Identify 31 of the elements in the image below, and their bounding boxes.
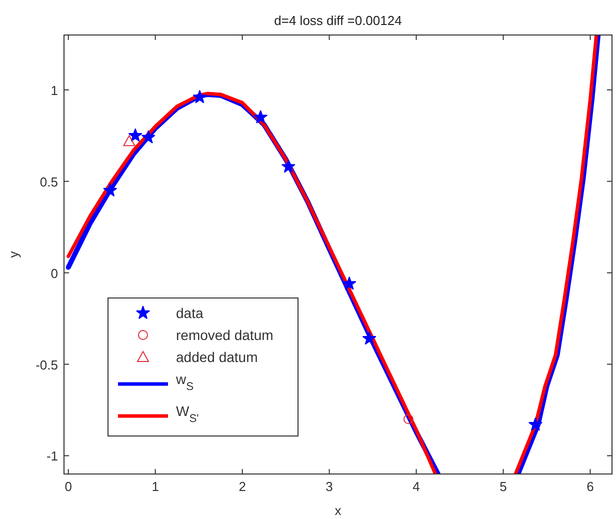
legend-label: w$_{S}$ [175,371,194,393]
point [528,418,542,430]
x-tick-label: 3 [326,479,333,494]
point [403,414,414,424]
legend-label: added datum [176,349,258,365]
y-tick-label: 0 [50,266,58,281]
x-tick-label: 5 [500,479,507,494]
legend-label: removed datum [176,327,274,343]
x-tick-label: 4 [412,479,420,494]
point [123,135,136,146]
point [254,110,268,124]
chart-title: d=4 loss diff =0.00124 [274,13,402,28]
y-tick-label: 1 [50,82,58,98]
y-tick-label: 0.5 [40,174,58,190]
x-tick-label: 0 [64,479,72,494]
x-tick-label: 1 [152,479,159,494]
point [282,160,296,173]
point [142,130,156,144]
y-tick-label: -1 [46,448,58,464]
point [103,183,117,196]
point [342,276,356,290]
point [192,90,206,104]
x-axis-title: x [334,503,342,518]
y-axis-title: y [6,250,21,258]
y-tick-label: -0.5 [36,357,58,372]
x-tick-label: 6 [586,479,594,494]
point [362,332,376,344]
legend-label: W$_{S'}$ [176,403,199,425]
x-tick-label: 2 [238,479,246,494]
point [128,128,142,142]
legend-label: data [176,305,204,321]
